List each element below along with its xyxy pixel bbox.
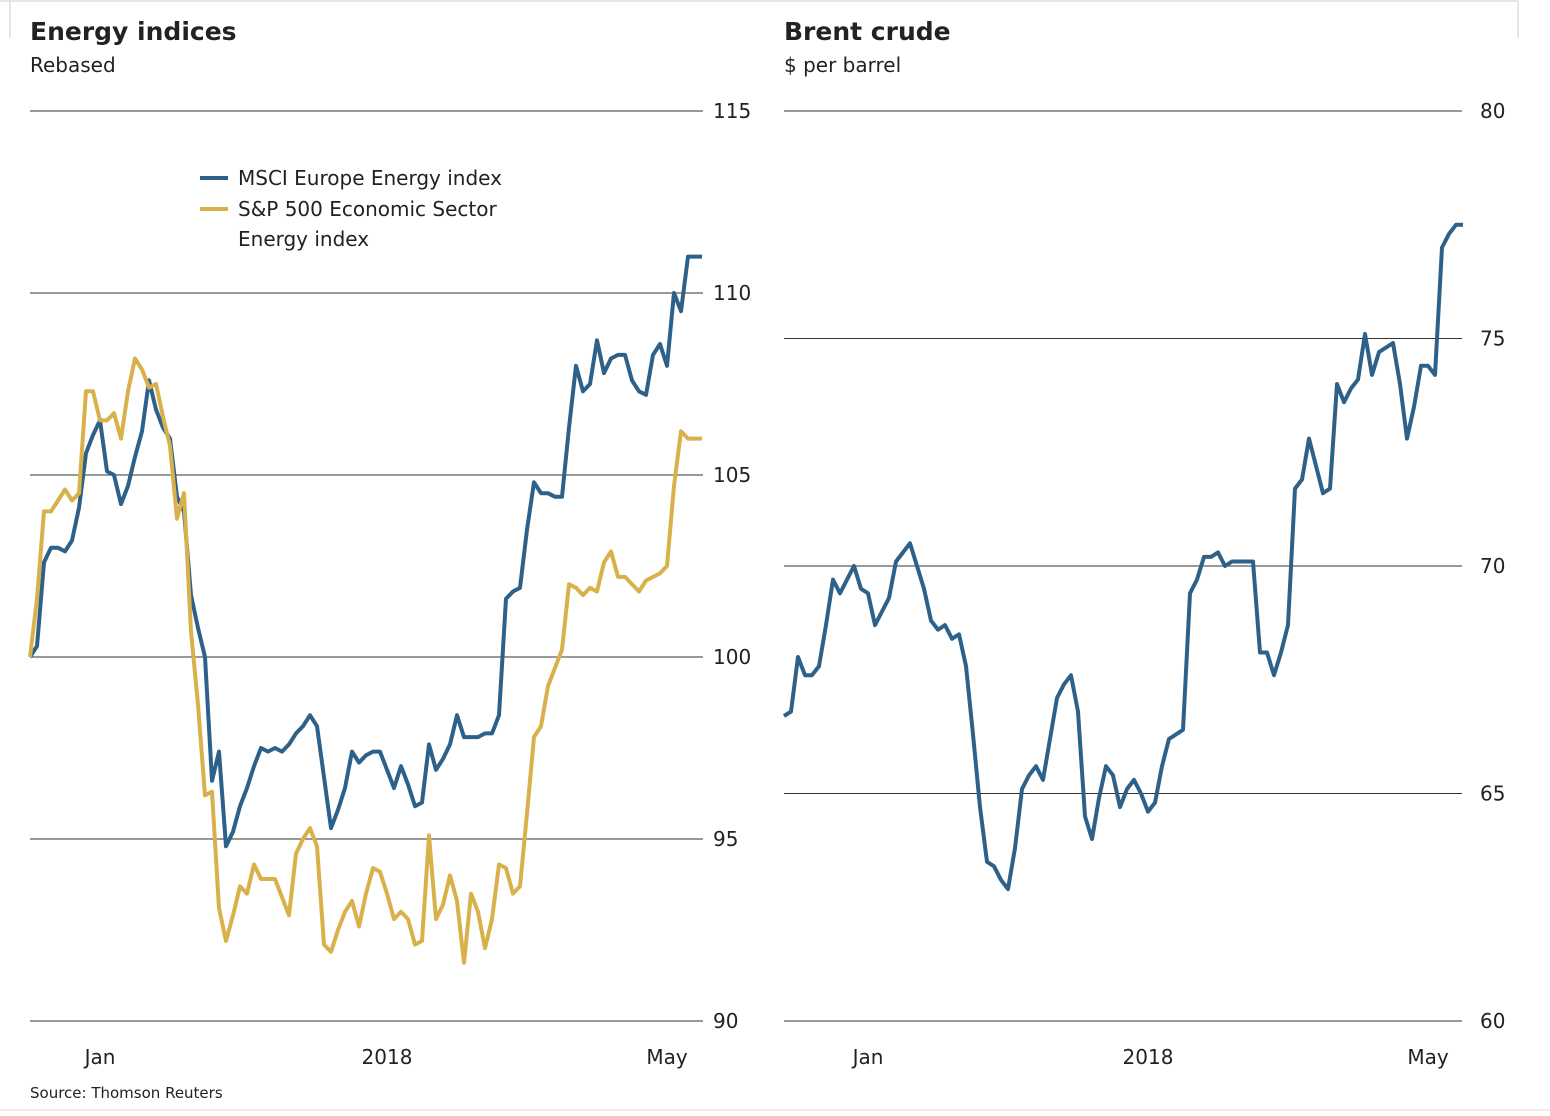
series-line [782,222,1463,892]
source: Source: Thomson Reuters [30,1084,223,1102]
series-line [28,254,702,849]
y-tick-label: 65 [1480,782,1505,806]
chart-title: Energy indices [30,17,237,46]
x-tick-label: May [1407,1045,1449,1069]
y-tick-label: 110 [713,281,751,305]
chart-subtitle: $ per barrel [784,53,901,77]
x-tick-label: Jan [83,1045,116,1069]
chart-subtitle: Rebased [30,53,116,77]
legend-entry: S&P 500 Economic Sector Energy index [238,197,497,251]
y-tick-label: 95 [713,827,738,851]
y-tick-label: 70 [1480,554,1505,578]
chart-title: Brent crude [784,17,951,46]
x-tick-label: May [646,1045,688,1069]
y-tick-label: 105 [713,463,751,487]
y-tick-label: 100 [713,645,751,669]
series-line [28,356,702,965]
y-tick-label: 115 [713,99,751,123]
y-tick-label: 60 [1480,1009,1505,1033]
x-tick-label: 2018 [362,1045,413,1069]
x-tick-label: Jan [851,1045,884,1069]
y-tick-label: 90 [713,1009,738,1033]
legend-entry: MSCI Europe Energy index [238,166,502,190]
y-tick-label: 75 [1480,327,1505,351]
y-tick-label: 80 [1480,99,1505,123]
x-tick-label: 2018 [1123,1045,1174,1069]
